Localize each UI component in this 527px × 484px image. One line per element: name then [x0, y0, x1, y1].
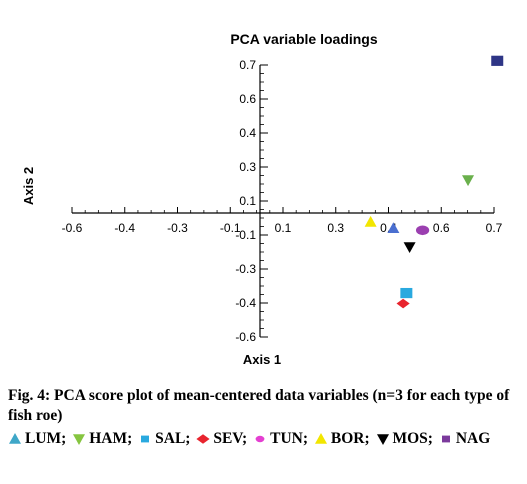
x-tick-label: 0.6	[433, 221, 450, 235]
legend-label: LUM;	[25, 430, 67, 447]
chart-axes	[71, 64, 495, 338]
point-nag	[491, 55, 504, 66]
y-tick-label: 0.6	[239, 92, 256, 106]
x-tick-label: -0.1	[220, 221, 241, 235]
x-tick-labels: -0.6 -0.4 -0.3 -0.1 0.1 0.3 0.4 0.6 0.7	[62, 221, 503, 235]
data-points	[364, 55, 504, 309]
legend-marker	[441, 436, 450, 443]
point-bor	[364, 215, 377, 227]
y-tick-label: 0.1	[239, 194, 256, 208]
point-ham	[462, 175, 475, 187]
point-tun	[415, 225, 430, 236]
legend-marker	[9, 433, 21, 445]
point-lum	[387, 222, 400, 233]
legend-item-sev: SEV;	[196, 428, 247, 450]
legend-label: SAL;	[155, 430, 191, 447]
legend-item-mos: MOS;	[376, 428, 433, 450]
y-tick-label: 0.3	[239, 160, 256, 174]
legend-label: BOR;	[330, 430, 370, 447]
x-tick-label: 0.7	[486, 221, 503, 235]
legend-marker	[255, 436, 265, 443]
legend-square-icon	[441, 436, 450, 443]
figure-caption: Fig. 4: PCA score plot of mean-centered …	[8, 387, 510, 424]
x-tick-label: -0.6	[62, 221, 83, 235]
point-sev	[396, 298, 410, 309]
x-tick-label: -0.3	[167, 221, 188, 235]
legend-square-icon	[141, 436, 150, 443]
y-tick-label: 0.7	[239, 58, 256, 72]
legend-marker	[73, 434, 86, 446]
y-tick-label: -0.6	[235, 330, 256, 344]
legend-marker	[141, 436, 150, 443]
y-tick-labels: 0.7 0.6 0.4 0.3 0.1 -0.1 -0.3 -0.4 -0.6	[235, 58, 256, 344]
legend-triangle-down-icon	[73, 434, 86, 446]
legend-label: TUN;	[270, 430, 308, 447]
y-axis-label: Axis 2	[21, 167, 36, 205]
point-sal	[400, 287, 413, 299]
legend-item-bor: BOR;	[314, 428, 370, 450]
legend-item-ham: HAM;	[72, 428, 132, 450]
legend-item-nag: NAG	[439, 428, 490, 450]
legend-label: NAG	[455, 430, 491, 447]
legend-triangle-up-icon	[314, 433, 327, 445]
pca-chart: PCA variable loadings -0.6 -0.4 -0.3 -0.1 0.…	[21, 31, 504, 367]
point-mos	[403, 242, 416, 254]
y-tick-label: -0.4	[235, 296, 256, 310]
legend-marker	[196, 434, 210, 445]
legend-label: SEV;	[213, 430, 248, 447]
x-tick-label: -0.4	[114, 221, 135, 235]
y-tick-label: -0.3	[235, 262, 256, 276]
x-tick-label: 0.3	[327, 221, 344, 235]
x-axis-label: Axis 1	[243, 352, 281, 367]
legend-label: MOS;	[392, 430, 433, 447]
legend-diamond-icon	[196, 434, 210, 445]
legend-item-sal: SAL;	[138, 428, 190, 450]
legend-label: HAM;	[89, 430, 133, 447]
y-tick-label: -0.1	[235, 228, 256, 242]
legend-marker	[376, 434, 389, 446]
y-tick-label: 0.4	[239, 126, 256, 140]
legend-item-lum: LUM;	[8, 428, 66, 450]
legend-item-tun: TUN;	[253, 428, 308, 450]
chart-title: PCA variable loadings	[230, 31, 378, 47]
legend-marker	[314, 433, 327, 445]
legend: LUM; HAM; SAL; SEV; TUN; BOR; MOS; NAG	[8, 428, 523, 450]
legend-triangle-up-icon	[9, 433, 21, 445]
x-tick-label: 0.1	[275, 221, 292, 235]
legend-circle-icon	[255, 436, 265, 443]
legend-triangle-down-icon	[376, 434, 389, 446]
